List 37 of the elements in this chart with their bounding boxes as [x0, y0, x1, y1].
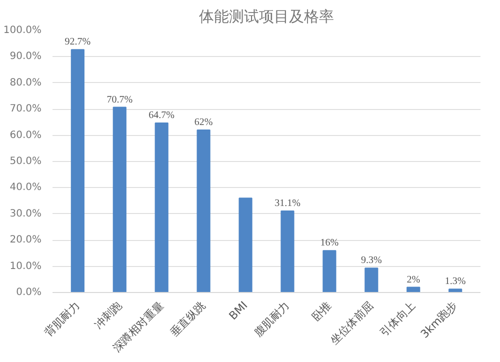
bar: [322, 250, 336, 292]
y-tick-label: 30.0%: [10, 208, 42, 220]
y-tick-label: 80.0%: [10, 77, 42, 88]
data-label: 2%: [406, 274, 420, 286]
y-tick-label: 10.0%: [10, 260, 42, 272]
x-tick-label: BMI: [226, 298, 250, 322]
data-label: 1.3%: [444, 276, 466, 288]
bar: [196, 130, 210, 292]
bar: [280, 210, 294, 292]
x-tick-label: 垂直纵跳: [168, 298, 208, 340]
data-label: 92.7%: [64, 36, 91, 48]
data-label: 62%: [194, 117, 213, 128]
x-tick-label: 引体向上: [378, 298, 418, 340]
data-label: 16%: [320, 238, 339, 249]
bar: [364, 268, 378, 292]
x-tick-label: 腹肌耐力: [252, 298, 292, 340]
data-label: 64.7%: [148, 110, 175, 121]
x-tick-label: 卧推: [309, 298, 334, 324]
x-tick-label: 背肌耐力: [42, 298, 82, 340]
bar: [238, 198, 252, 292]
bar: [448, 288, 462, 292]
y-tick-label: 40.0%: [10, 182, 42, 194]
y-tick-label: 20.0%: [10, 234, 42, 246]
y-tick-label: 0.0%: [16, 287, 42, 298]
data-label: 9.3%: [360, 255, 382, 266]
y-tick-label: 90.0%: [10, 51, 42, 62]
y-tick-label: 50.0%: [10, 156, 42, 167]
bar: [112, 106, 126, 292]
x-tick-label: 冲刺跑: [92, 298, 124, 332]
data-label: 70.7%: [106, 94, 133, 106]
bar: [154, 122, 168, 292]
y-tick-label: 60.0%: [10, 130, 42, 141]
y-tick-label: 70.0%: [10, 104, 42, 115]
y-tick-label: 100.0%: [3, 25, 42, 36]
bar: [70, 49, 84, 292]
chart-title: 体能测试项目及格率: [199, 8, 334, 26]
data-label: 31.1%: [274, 198, 300, 210]
